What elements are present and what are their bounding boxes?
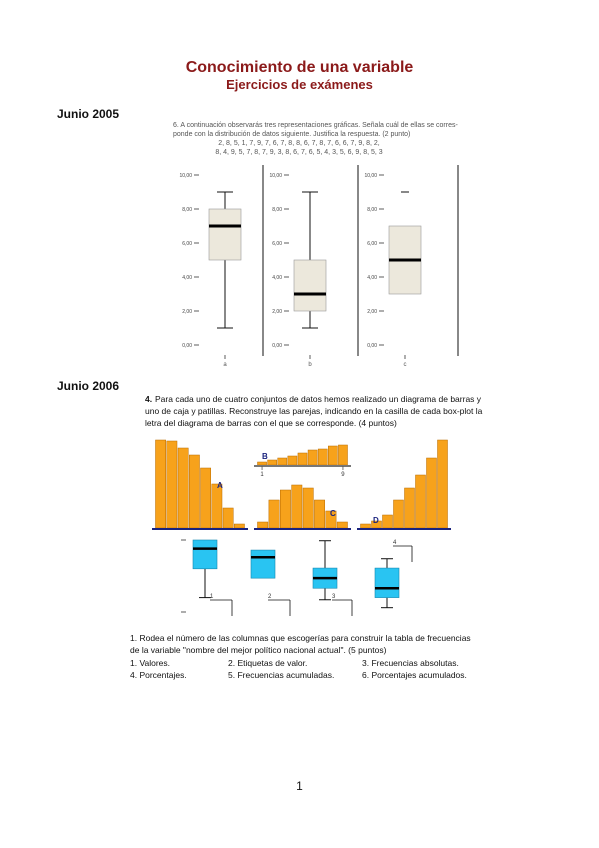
- axis-label: 9: [341, 472, 345, 478]
- bar: [200, 467, 211, 529]
- plot-label: c: [404, 362, 407, 368]
- box: [374, 567, 400, 598]
- y-tick-label: 4,00: [272, 275, 282, 281]
- chart-label: B: [262, 452, 268, 461]
- box: [250, 549, 276, 579]
- plot-label: b: [308, 362, 312, 368]
- bar: [166, 440, 178, 529]
- bar: [257, 521, 269, 529]
- answer-number: 2: [268, 594, 272, 600]
- bar: [234, 523, 245, 529]
- question-text: Para cada uno de cuatro conjuntos de dat…: [155, 394, 482, 404]
- question-text: 1. Rodea el número de las columnas que e…: [130, 633, 471, 643]
- bar: [189, 454, 200, 529]
- bar: [360, 523, 371, 529]
- bar: [267, 459, 277, 466]
- bar: [404, 487, 415, 529]
- bar: [437, 439, 448, 529]
- bar: [338, 444, 348, 466]
- option: 6. Porcentajes acumulados.: [362, 670, 467, 680]
- option: 1. Valores.: [130, 658, 170, 668]
- answer-number: 3: [332, 594, 336, 600]
- chart-label: D: [373, 516, 379, 525]
- y-tick-label: 4,00: [367, 275, 377, 281]
- data-text: 2, 8, 5, 1, 7, 9, 7, 6, 7, 8, 8, 6, 7, 8…: [218, 140, 380, 147]
- section-heading: Junio 2006: [57, 379, 119, 393]
- y-tick-label: 8,00: [182, 207, 192, 213]
- bar: [382, 514, 393, 529]
- box: [208, 208, 242, 261]
- answer-number: 1: [210, 594, 214, 600]
- option: 2. Etiquetas de valor.: [228, 658, 307, 668]
- bar: [277, 457, 288, 466]
- bar: [302, 487, 314, 529]
- y-tick-label: 8,00: [272, 207, 282, 213]
- question-text: 6. A continuación observarás tres repres…: [173, 122, 458, 129]
- bar: [307, 449, 318, 466]
- title: Conocimiento de una variable: [186, 59, 414, 76]
- question-number: 4.: [145, 394, 152, 404]
- bar: [287, 455, 298, 466]
- bar: [314, 499, 325, 529]
- plot-label: a: [223, 362, 227, 368]
- section-heading: Junio 2005: [57, 107, 119, 121]
- bar: [426, 457, 437, 529]
- option: 5. Frecuencias acumuladas.: [228, 670, 334, 680]
- data-text: 8, 4, 9, 5, 7, 8, 7, 9, 3, 8, 6, 7, 6, 5…: [215, 149, 382, 156]
- bar: [222, 507, 234, 529]
- option: 4. Porcentajes.: [130, 670, 187, 680]
- y-tick-label: 4,00: [182, 275, 192, 281]
- chart-label: C: [330, 509, 336, 518]
- bar: [336, 521, 348, 529]
- y-tick-label: 2,00: [367, 309, 377, 315]
- bar: [268, 499, 280, 529]
- y-tick-label: 2,00: [272, 309, 282, 315]
- bar: [291, 484, 303, 529]
- chart-label: A: [217, 481, 223, 490]
- question-text: uno de caja y patillas. Reconstruye las …: [145, 406, 483, 416]
- bar: [415, 474, 426, 529]
- bar: [257, 461, 267, 466]
- y-tick-label: 6,00: [367, 241, 377, 247]
- box: [192, 539, 218, 570]
- y-tick-label: 0,00: [272, 343, 282, 349]
- axis-label: 1: [260, 472, 264, 478]
- y-tick-label: 6,00: [182, 241, 192, 247]
- bar: [155, 439, 166, 529]
- question-text: de la variable "nombre del mejor polític…: [130, 645, 387, 655]
- bar: [280, 489, 291, 529]
- y-tick-label: 0,00: [367, 343, 377, 349]
- bar: [177, 447, 189, 529]
- y-tick-label: 10,00: [364, 173, 377, 179]
- y-tick-label: 6,00: [272, 241, 282, 247]
- bar: [393, 499, 404, 529]
- box: [293, 259, 327, 312]
- bar: [211, 483, 223, 529]
- y-tick-label: 8,00: [367, 207, 377, 213]
- subtitle: Ejercicios de exámenes: [226, 77, 373, 92]
- answer-number: 4: [393, 540, 397, 546]
- bar: [297, 452, 308, 466]
- page-number: 1: [296, 779, 303, 793]
- y-tick-label: 10,00: [269, 173, 282, 179]
- option: 3. Frecuencias absolutas.: [362, 658, 459, 668]
- question-text: letra del diagrama de barras con el que …: [145, 418, 397, 428]
- y-tick-label: 2,00: [182, 309, 192, 315]
- question-text: ponde con la distribución de datos sigui…: [173, 131, 410, 138]
- y-tick-label: 10,00: [179, 173, 192, 179]
- bar: [328, 445, 338, 466]
- y-tick-label: 0,00: [182, 343, 192, 349]
- bar: [317, 448, 328, 466]
